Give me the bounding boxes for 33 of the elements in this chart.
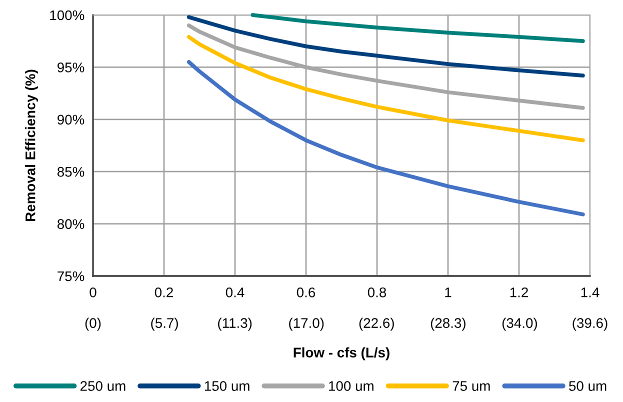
- y-tick-label: 95%: [58, 62, 84, 72]
- line-series: [186, 60, 585, 216]
- line-series: [186, 34, 585, 142]
- line-series: [186, 15, 585, 78]
- x-tick-label: 1.2: [510, 287, 528, 298]
- y-tick-label: 85%: [57, 166, 84, 177]
- x2-tick-label: (11.3): [218, 318, 252, 331]
- legend-label: 100 um: [329, 381, 374, 391]
- legend-label: 250 um: [80, 381, 126, 391]
- legend-label: 75 um: [452, 381, 490, 391]
- x2-tick-label: (0): [85, 318, 101, 331]
- x2-tick-label: (22.6): [359, 318, 394, 331]
- y-axis-title: Removal Efficiency (%): [25, 70, 38, 221]
- x-tick-label: 0.4: [226, 287, 244, 298]
- y-tick-label: 80%: [57, 219, 84, 229]
- x2-tick-label: (5.7): [151, 318, 178, 331]
- x-tick-label: 0.8: [368, 287, 386, 298]
- x2-tick-label: (39.6): [572, 318, 608, 331]
- y-tick-label: 75%: [58, 271, 84, 282]
- x2-tick-label: (17.0): [289, 318, 324, 331]
- x-tick-label: 1: [445, 288, 452, 298]
- x-axis-title: Flow - cfs (L/s): [294, 347, 390, 360]
- x-tick-label: 0: [90, 287, 96, 298]
- legend-label: 150 um: [204, 381, 250, 391]
- y-tick-label: 90%: [58, 114, 84, 125]
- x2-tick-label: (34.0): [502, 318, 537, 331]
- x-tick-label: 0.2: [154, 287, 173, 298]
- x2-tick-label: (28.3): [430, 318, 466, 331]
- line-series: [250, 13, 585, 44]
- x-tick-label: 0.6: [296, 287, 316, 298]
- x-tick-label: 1.4: [581, 288, 600, 298]
- y-tick-label: 100%: [50, 10, 84, 20]
- legend-label: 50 um: [569, 381, 606, 391]
